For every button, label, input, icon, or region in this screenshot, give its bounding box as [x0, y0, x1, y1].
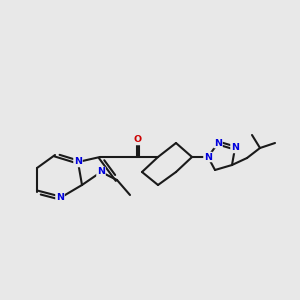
Text: O: O: [134, 136, 142, 145]
Text: N: N: [231, 143, 239, 152]
Text: N: N: [56, 194, 64, 202]
Text: N: N: [204, 152, 212, 161]
Text: N: N: [214, 139, 222, 148]
Text: N: N: [74, 158, 82, 166]
Text: N: N: [97, 167, 105, 176]
